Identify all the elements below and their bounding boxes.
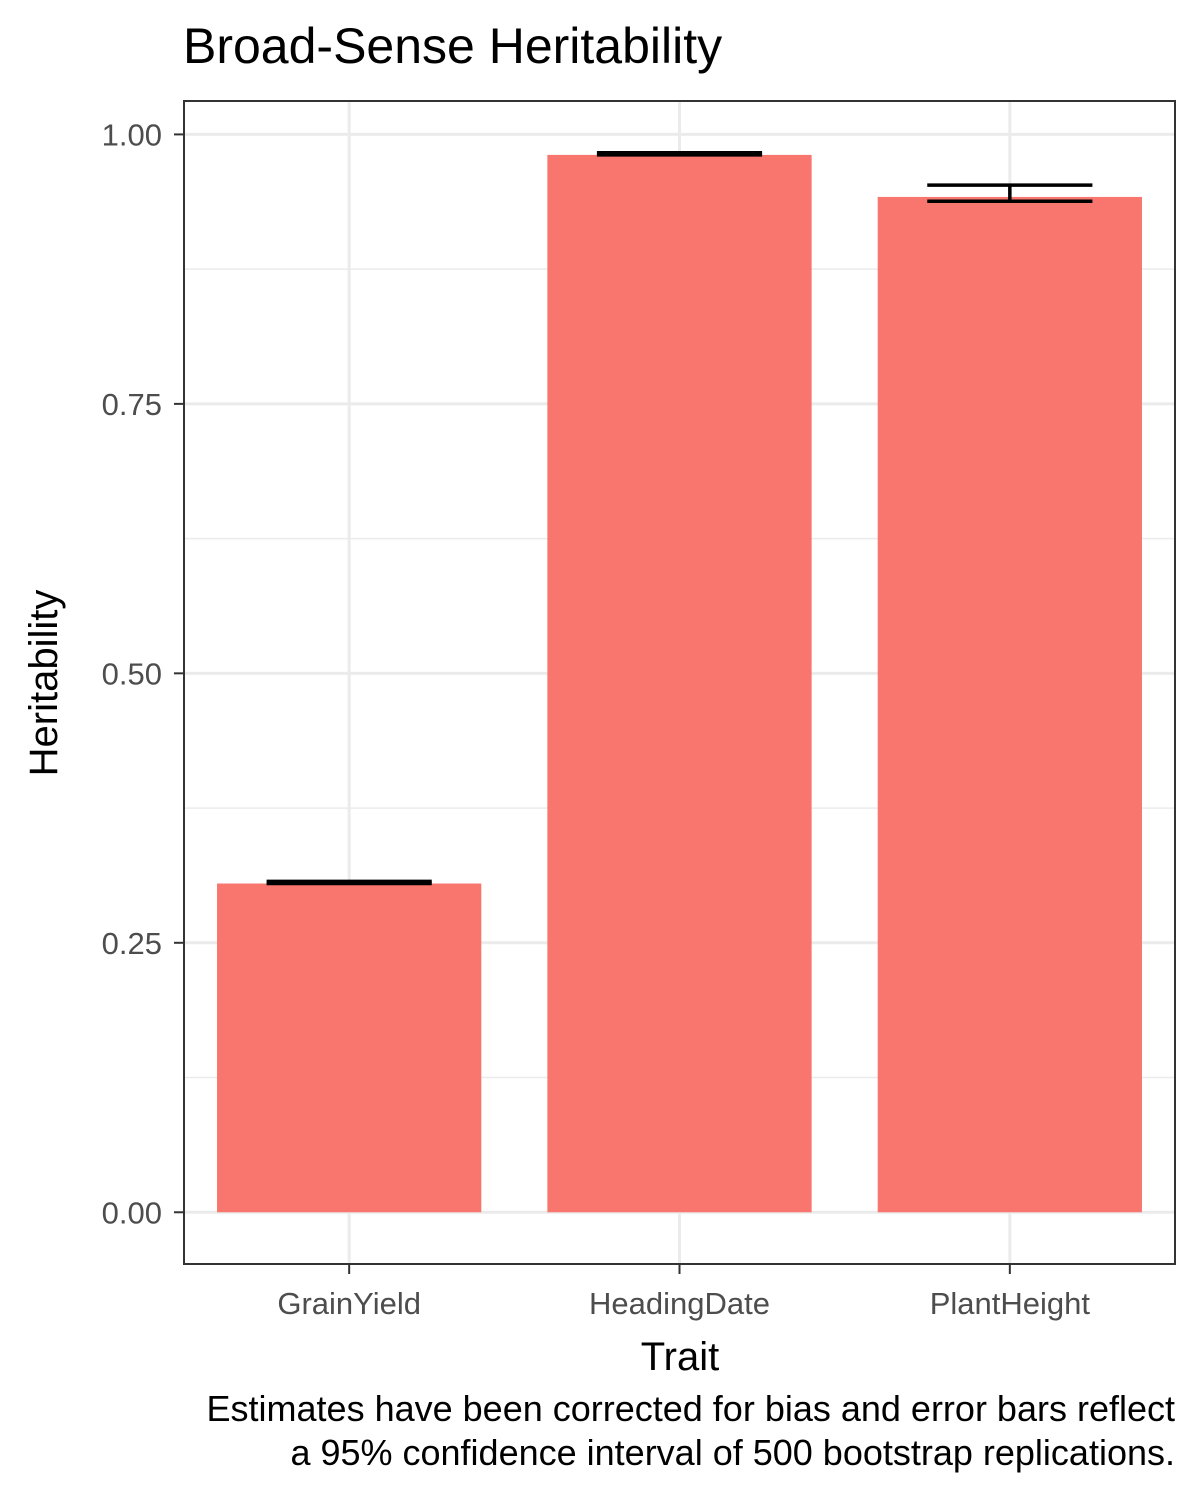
x-tick-label: PlantHeight <box>930 1286 1091 1321</box>
y-tick-label: 1.00 <box>102 117 162 152</box>
x-axis-title: Trait <box>641 1335 720 1379</box>
caption-line-1: Estimates have been corrected for bias a… <box>207 1388 1175 1429</box>
caption-line-2: a 95% confidence interval of 500 bootstr… <box>290 1432 1175 1473</box>
x-axis: GrainYield HeadingDate PlantHeight <box>277 1264 1090 1321</box>
bar-headingdate <box>547 154 812 1213</box>
bar-plantheight <box>877 196 1142 1213</box>
bars <box>217 154 1142 1213</box>
error-bars <box>266 150 1093 886</box>
y-tick-label: 0.00 <box>102 1195 162 1230</box>
y-tick-label: 0.50 <box>102 656 162 691</box>
x-tick-label: HeadingDate <box>589 1286 770 1321</box>
x-tick-label: GrainYield <box>277 1286 421 1321</box>
y-tick-label: 0.75 <box>102 387 162 422</box>
y-axis-title: Heritability <box>22 590 66 777</box>
y-tick-label: 0.25 <box>102 926 162 961</box>
chart-title: Broad-Sense Heritability <box>183 18 722 74</box>
bar-grainyield <box>217 883 482 1213</box>
y-axis: 0.00 0.25 0.50 0.75 1.00 <box>102 117 184 1230</box>
